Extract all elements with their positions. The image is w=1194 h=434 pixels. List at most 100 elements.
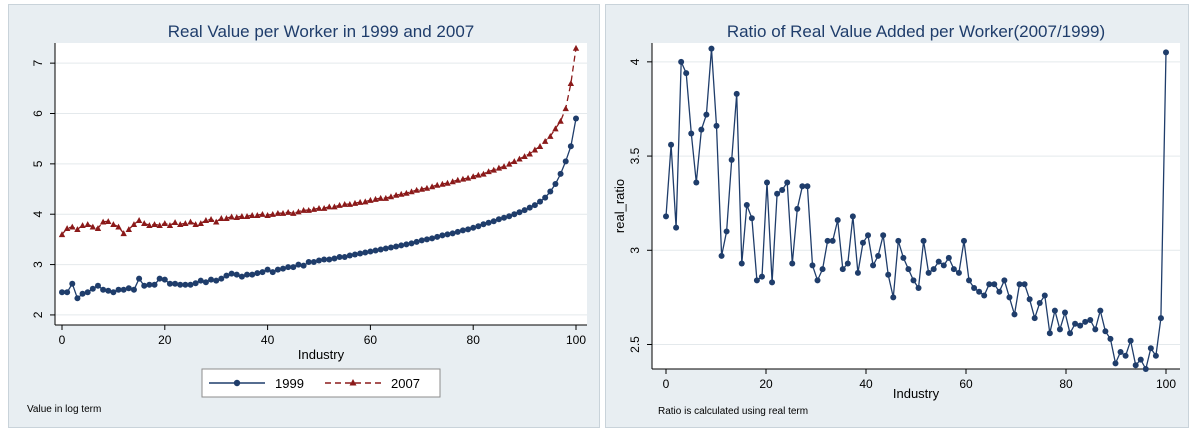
data-point <box>562 105 569 112</box>
data-point <box>1157 315 1164 322</box>
data-point <box>511 211 518 218</box>
data-point <box>854 269 861 276</box>
x-tick-label: 40 <box>261 333 275 347</box>
data-point <box>541 137 549 144</box>
y-tick-label: 3 <box>628 247 642 254</box>
data-point <box>392 191 400 198</box>
data-point <box>859 239 866 246</box>
data-point <box>743 202 750 209</box>
data-point <box>505 160 513 167</box>
data-point <box>398 242 405 249</box>
data-point <box>295 208 302 215</box>
y-tick-label: 5 <box>31 160 45 167</box>
data-point <box>59 289 65 296</box>
data-point <box>485 168 492 175</box>
data-point <box>470 224 477 231</box>
x-tick-label: 20 <box>158 333 172 347</box>
data-point <box>244 271 251 278</box>
data-point <box>526 150 533 157</box>
chart-note: Value in log term <box>27 404 101 415</box>
data-point <box>166 280 173 287</box>
data-point <box>269 269 276 276</box>
legend-2007-label: 2007 <box>391 376 420 391</box>
data-point <box>300 206 307 213</box>
data-point <box>238 213 246 219</box>
data-point <box>511 158 518 165</box>
data-point <box>890 294 897 301</box>
data-point <box>1061 309 1068 316</box>
data-point <box>233 271 240 278</box>
data-point <box>678 58 685 65</box>
data-point <box>1132 362 1139 369</box>
data-point <box>115 223 122 230</box>
x-tick-label: 100 <box>1156 377 1176 391</box>
data-point <box>187 218 194 225</box>
data-point <box>981 292 988 299</box>
data-point <box>310 259 317 266</box>
data-point <box>490 166 497 173</box>
data-point <box>1072 320 1079 327</box>
data-point <box>94 225 102 232</box>
data-point <box>1026 296 1033 303</box>
x-tick-label: 0 <box>663 377 670 391</box>
data-point <box>531 146 539 153</box>
data-point <box>84 221 91 228</box>
data-point <box>398 190 405 197</box>
data-point <box>1046 330 1053 337</box>
data-point <box>254 270 261 277</box>
data-point <box>960 237 967 244</box>
y-tick-label: 4 <box>628 58 642 65</box>
data-point <box>718 252 725 259</box>
data-point <box>125 285 132 292</box>
data-point <box>1112 360 1119 367</box>
data-point <box>485 219 492 226</box>
data-point <box>326 203 333 210</box>
data-point <box>151 221 158 228</box>
data-point <box>753 277 760 284</box>
y-tick-label: 2 <box>31 311 45 318</box>
data-point <box>182 281 189 288</box>
data-point <box>880 232 887 239</box>
data-point <box>1122 352 1129 359</box>
data-point <box>207 216 215 222</box>
y-tick-label: 7 <box>31 59 45 66</box>
data-point <box>573 115 579 122</box>
data-point <box>688 130 695 137</box>
data-point <box>357 250 364 257</box>
data-point <box>310 205 318 212</box>
data-point <box>356 198 364 205</box>
data-point <box>1092 326 1099 333</box>
data-point <box>449 230 456 237</box>
data-point <box>547 132 554 139</box>
data-point <box>784 179 791 186</box>
data-point <box>794 205 801 212</box>
data-point <box>537 198 544 205</box>
data-point <box>362 198 369 205</box>
data-point <box>136 275 143 282</box>
data-point <box>465 226 472 233</box>
data-point <box>849 213 856 220</box>
y-tick-label: 3.5 <box>628 147 642 164</box>
left-chart: Real Value per Worker in 1999 and 2007 2… <box>27 22 587 415</box>
data-point <box>516 209 523 216</box>
data-point <box>418 237 425 244</box>
data-point <box>79 290 86 297</box>
data-point <box>202 217 210 223</box>
data-point <box>490 218 497 225</box>
data-point <box>945 254 952 261</box>
data-point <box>996 288 1003 295</box>
y-tick-label: 2.5 <box>628 336 642 353</box>
data-point <box>79 222 86 229</box>
data-point <box>315 204 323 211</box>
data-point <box>698 126 705 133</box>
data-point <box>905 266 912 273</box>
data-point <box>748 215 755 222</box>
data-point <box>434 181 441 188</box>
data-point <box>331 203 338 210</box>
y-axis-label: real_ratio <box>612 179 627 233</box>
data-point <box>341 254 348 261</box>
data-point <box>910 277 917 284</box>
data-point <box>434 233 441 240</box>
data-point <box>542 194 549 201</box>
data-point <box>1142 366 1149 372</box>
